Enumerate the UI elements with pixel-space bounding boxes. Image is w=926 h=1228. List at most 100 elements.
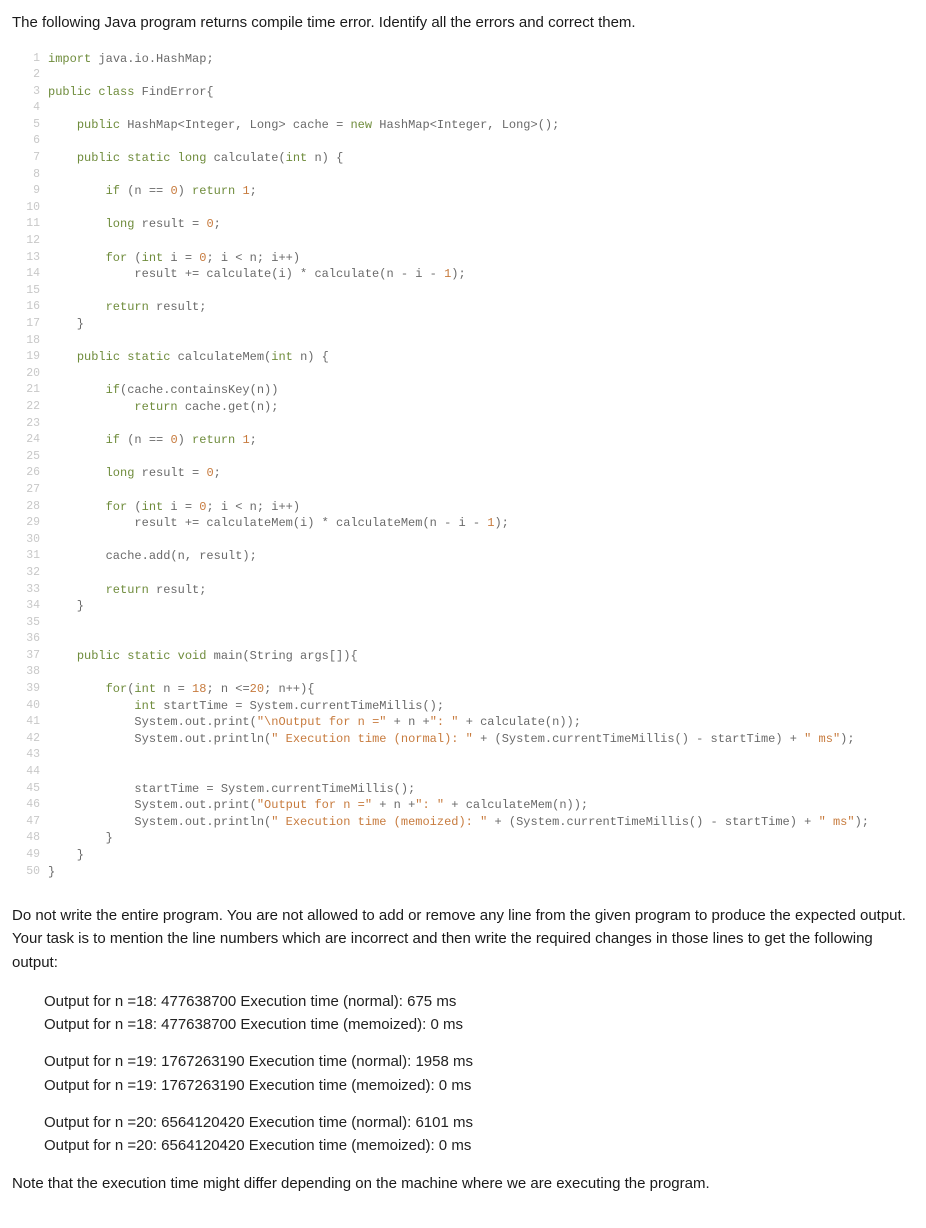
code-line: 39 for(int n = 18; n <=20; n++){ <box>26 681 914 698</box>
line-number: 7 <box>26 150 48 167</box>
code-line: 4 <box>26 100 914 117</box>
question-intro: The following Java program returns compi… <box>12 12 914 35</box>
code-content <box>48 532 914 549</box>
code-content <box>48 482 914 499</box>
code-line: 38 <box>26 664 914 681</box>
line-number: 18 <box>26 333 48 350</box>
code-content <box>48 233 914 250</box>
line-number: 25 <box>26 449 48 466</box>
line-number: 43 <box>26 747 48 764</box>
code-content: System.out.println(" Execution time (mem… <box>48 814 914 831</box>
line-number: 31 <box>26 548 48 565</box>
line-number: 20 <box>26 366 48 383</box>
code-line: 41 System.out.print("\nOutput for n =" +… <box>26 714 914 731</box>
line-number: 39 <box>26 681 48 698</box>
output-normal-line: Output for n =20: 6564120420 Execution t… <box>44 1111 914 1134</box>
code-line: 47 System.out.println(" Execution time (… <box>26 814 914 831</box>
code-content <box>48 333 914 350</box>
code-content: public static calculateMem(int n) { <box>48 349 914 366</box>
code-content: } <box>48 598 914 615</box>
code-content: long result = 0; <box>48 465 914 482</box>
code-content <box>48 416 914 433</box>
code-line: 20 <box>26 366 914 383</box>
line-number: 23 <box>26 416 48 433</box>
code-line: 48 } <box>26 830 914 847</box>
code-line: 13 for (int i = 0; i < n; i++) <box>26 250 914 267</box>
code-line: 7 public static long calculate(int n) { <box>26 150 914 167</box>
code-content: return cache.get(n); <box>48 399 914 416</box>
line-number: 44 <box>26 764 48 781</box>
code-line: 11 long result = 0; <box>26 216 914 233</box>
code-line: 44 <box>26 764 914 781</box>
code-content: if(cache.containsKey(n)) <box>48 382 914 399</box>
line-number: 1 <box>26 51 48 68</box>
code-line: 3public class FindError{ <box>26 84 914 101</box>
line-number: 14 <box>26 266 48 283</box>
line-number: 47 <box>26 814 48 831</box>
code-line: 10 <box>26 200 914 217</box>
instructions-text: Do not write the entire program. You are… <box>12 904 914 974</box>
line-number: 50 <box>26 864 48 881</box>
code-content: System.out.println(" Execution time (nor… <box>48 731 914 748</box>
output-pair: Output for n =20: 6564120420 Execution t… <box>44 1111 914 1158</box>
line-number: 22 <box>26 399 48 416</box>
code-line: 16 return result; <box>26 299 914 316</box>
line-number: 41 <box>26 714 48 731</box>
code-content <box>48 764 914 781</box>
line-number: 27 <box>26 482 48 499</box>
code-line: 21 if(cache.containsKey(n)) <box>26 382 914 399</box>
output-normal-line: Output for n =19: 1767263190 Execution t… <box>44 1050 914 1073</box>
footnote-text: Note that the execution time might diffe… <box>12 1173 914 1196</box>
code-line: 33 return result; <box>26 582 914 599</box>
code-content: } <box>48 830 914 847</box>
line-number: 6 <box>26 133 48 150</box>
line-number: 4 <box>26 100 48 117</box>
line-number: 16 <box>26 299 48 316</box>
line-number: 24 <box>26 432 48 449</box>
output-normal-line: Output for n =18: 477638700 Execution ti… <box>44 990 914 1013</box>
code-line: 30 <box>26 532 914 549</box>
code-line: 43 <box>26 747 914 764</box>
code-line: 27 <box>26 482 914 499</box>
code-line: 49 } <box>26 847 914 864</box>
code-line: 6 <box>26 133 914 150</box>
code-line: 12 <box>26 233 914 250</box>
code-content: return result; <box>48 582 914 599</box>
code-line: 2 <box>26 67 914 84</box>
line-number: 15 <box>26 283 48 300</box>
code-content <box>48 200 914 217</box>
line-number: 30 <box>26 532 48 549</box>
code-content <box>48 615 914 632</box>
output-memoized-line: Output for n =19: 1767263190 Execution t… <box>44 1074 914 1097</box>
line-number: 12 <box>26 233 48 250</box>
code-line: 42 System.out.println(" Execution time (… <box>26 731 914 748</box>
code-content: public static void main(String args[]){ <box>48 648 914 665</box>
code-content <box>48 747 914 764</box>
code-line: 17 } <box>26 316 914 333</box>
code-line: 45 startTime = System.currentTimeMillis(… <box>26 781 914 798</box>
line-number: 3 <box>26 84 48 101</box>
line-number: 35 <box>26 615 48 632</box>
line-number: 8 <box>26 167 48 184</box>
code-line: 9 if (n == 0) return 1; <box>26 183 914 200</box>
line-number: 40 <box>26 698 48 715</box>
code-line: 46 System.out.print("Output for n =" + n… <box>26 797 914 814</box>
code-line: 36 <box>26 631 914 648</box>
code-content <box>48 167 914 184</box>
code-line: 25 <box>26 449 914 466</box>
line-number: 10 <box>26 200 48 217</box>
code-content: } <box>48 864 914 881</box>
code-content: public HashMap<Integer, Long> cache = ne… <box>48 117 914 134</box>
code-line: 23 <box>26 416 914 433</box>
code-content <box>48 67 914 84</box>
code-content: if (n == 0) return 1; <box>48 183 914 200</box>
line-number: 26 <box>26 465 48 482</box>
line-number: 29 <box>26 515 48 532</box>
code-content: } <box>48 316 914 333</box>
code-line: 32 <box>26 565 914 582</box>
line-number: 42 <box>26 731 48 748</box>
code-line: 28 for (int i = 0; i < n; i++) <box>26 499 914 516</box>
output-memoized-line: Output for n =18: 477638700 Execution ti… <box>44 1013 914 1036</box>
line-number: 32 <box>26 565 48 582</box>
line-number: 37 <box>26 648 48 665</box>
